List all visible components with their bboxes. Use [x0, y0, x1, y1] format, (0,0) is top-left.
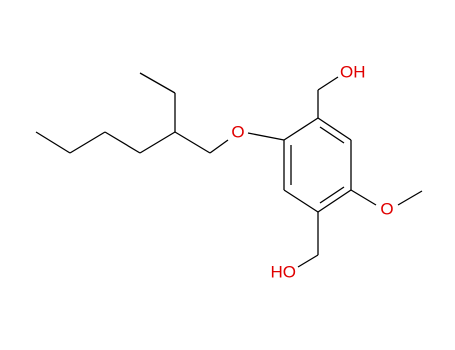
- bond: [69, 131, 106, 154]
- double-bond: [319, 186, 345, 204]
- double-bond: [319, 126, 345, 144]
- atom-label: O: [380, 199, 393, 218]
- bond: [317, 189, 352, 213]
- bond: [139, 72, 176, 94]
- bond: [283, 117, 319, 141]
- bonds: [35, 72, 423, 268]
- atom-label: OH: [340, 62, 366, 81]
- bond: [174, 131, 211, 154]
- bond: [317, 117, 352, 141]
- bond: [317, 76, 339, 91]
- bond: [247, 132, 285, 141]
- bond: [350, 189, 377, 206]
- bond: [209, 139, 229, 154]
- atom-label: HO: [271, 262, 297, 281]
- bond: [35, 131, 71, 154]
- bond: [397, 190, 423, 206]
- bond: [139, 131, 176, 154]
- bond: [104, 131, 141, 154]
- atom-label: O: [231, 122, 244, 141]
- bond: [297, 254, 319, 268]
- bond: [283, 189, 319, 213]
